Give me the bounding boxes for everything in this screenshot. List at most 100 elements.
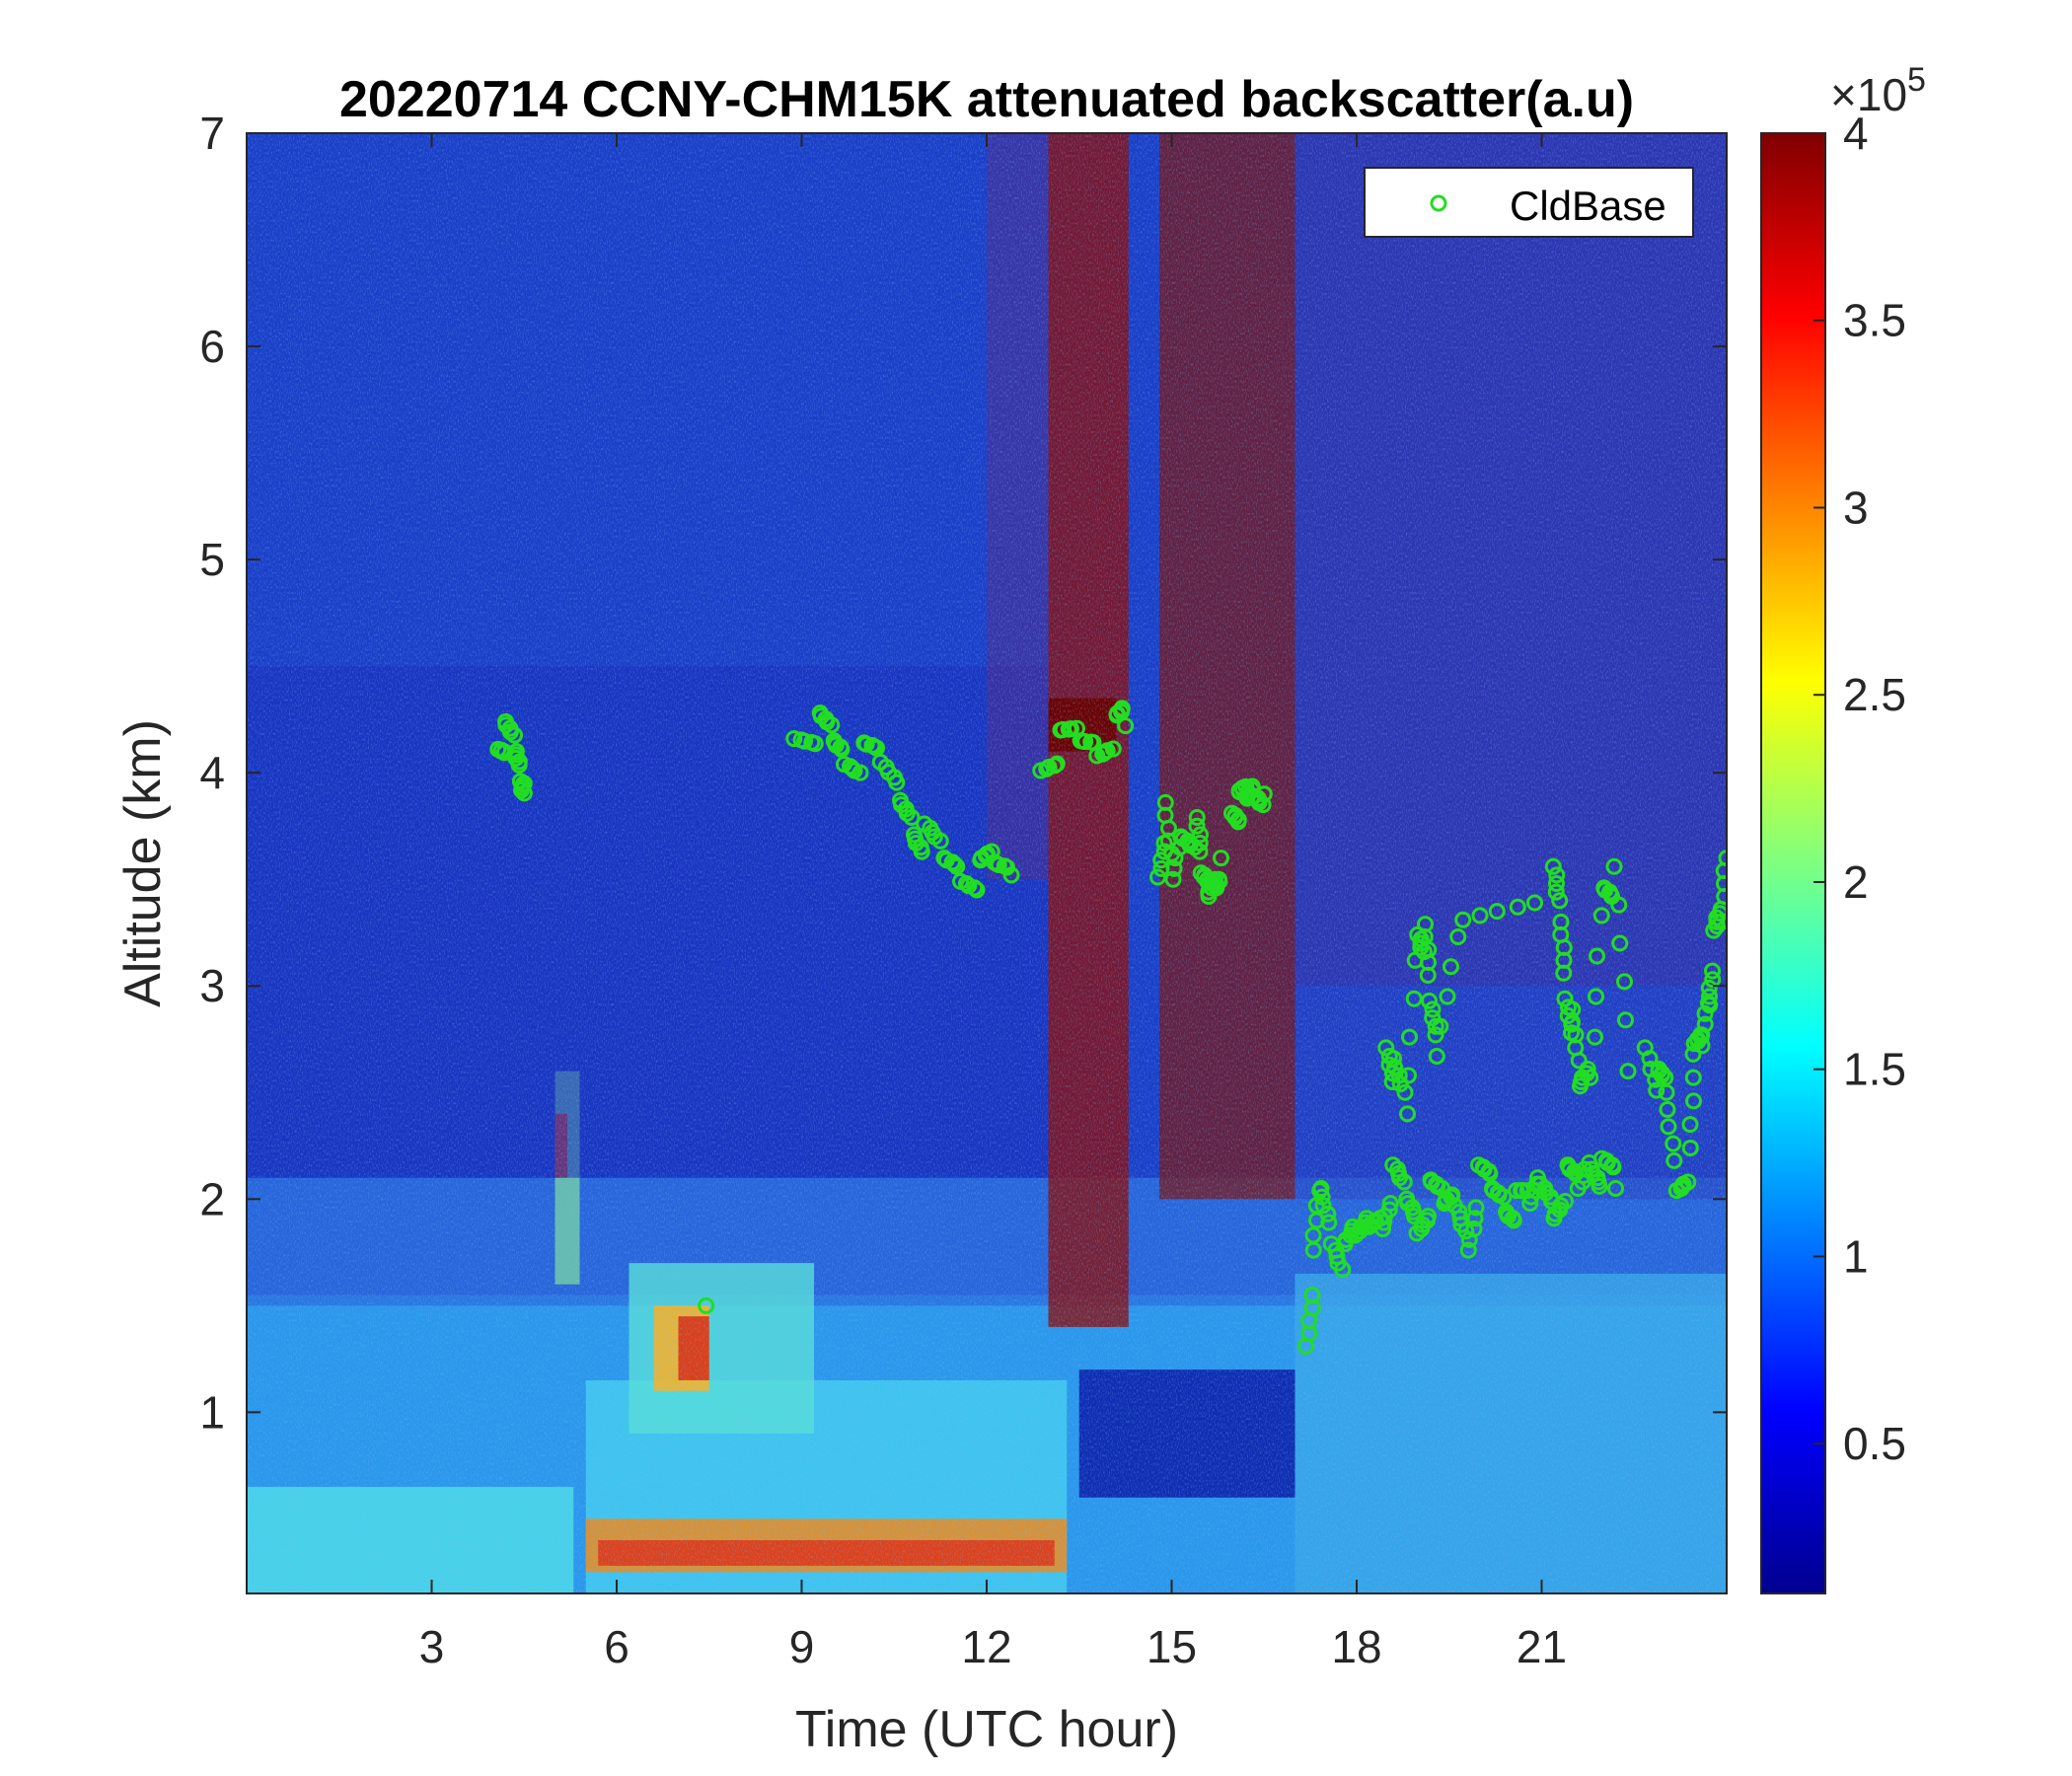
cloud-base-marker	[1320, 1214, 1338, 1231]
cloud-base-marker	[1312, 1179, 1330, 1197]
cloud-base-marker	[1526, 894, 1543, 912]
cloud-base-marker	[515, 784, 533, 802]
cloud-base-marker	[1188, 817, 1206, 835]
y-tick-label: 1	[199, 1386, 225, 1438]
cloud-base-marker	[1443, 958, 1459, 976]
cloud-base-marker	[1587, 1028, 1603, 1046]
cloud-base-marker	[1063, 720, 1079, 738]
cloud-base-marker	[1334, 1261, 1352, 1279]
legend: CldBase	[1364, 167, 1694, 238]
cloud-base-marker	[1619, 1063, 1637, 1080]
cloud-base-marker	[1660, 1118, 1677, 1136]
legend-label: CldBase	[1510, 183, 1666, 229]
cloud-base-marker	[1679, 1173, 1697, 1191]
colorbar-tick-label: 3	[1843, 481, 1869, 533]
colorbar-multiplier: ×105	[1830, 61, 1926, 120]
cloud-base-marker	[1255, 785, 1273, 803]
cloud-base-marker	[1104, 740, 1122, 758]
cloud-base-marker	[1685, 1092, 1702, 1110]
cloud-base-marker	[1454, 911, 1472, 928]
x-tick-label: 15	[1147, 1621, 1197, 1672]
x-axis-ticks: 3 6 9 12 15 18 21	[419, 133, 1567, 1672]
x-tick-label: 21	[1517, 1621, 1567, 1672]
cloud-base-marker	[1547, 883, 1565, 901]
cloud-base-marker	[1117, 717, 1135, 735]
cloud-base-marker	[1188, 809, 1206, 827]
cloud-base-marker	[844, 760, 861, 777]
cloud-base-marker	[943, 853, 961, 871]
cloud-base-marker	[1149, 868, 1166, 886]
cloud-base-marker	[1377, 1039, 1395, 1057]
cloud-base-marker	[1319, 1205, 1337, 1222]
cloud-base-marker	[1505, 1212, 1522, 1229]
cloud-base-marker	[1556, 990, 1574, 1007]
cloud-base-marker	[510, 756, 528, 774]
cloud-base-marker	[931, 832, 949, 850]
cloud-base-marker	[1396, 1083, 1414, 1101]
colorbar-tick-label: 4	[1843, 108, 1869, 159]
legend-box	[1364, 167, 1694, 238]
cloud-base-marker	[1313, 1188, 1331, 1206]
cloud-base-marker	[1164, 870, 1182, 888]
colorbar-tick-label: 1.5	[1843, 1044, 1906, 1095]
cloud-base-marker	[1113, 700, 1131, 717]
plot-area	[247, 133, 1727, 1593]
colorbar-exponent: 5	[1907, 61, 1926, 99]
cloud-base-marker	[1385, 1050, 1402, 1068]
cloud-base-marker	[1658, 1083, 1675, 1101]
x-tick-label: 3	[419, 1621, 445, 1672]
colorbar-tick-label: 2.5	[1843, 669, 1906, 720]
y-axis-label: Altitude (km)	[114, 719, 172, 1007]
cloud-base-marker	[1579, 1060, 1596, 1077]
cloud-base-marker	[806, 735, 824, 753]
cloud-base-marker	[1548, 875, 1565, 893]
cloud-base-marker	[1591, 1177, 1608, 1195]
cloud-base-marker	[1589, 947, 1605, 965]
y-tick-label: 7	[199, 108, 225, 159]
cloud-base-marker	[1693, 1026, 1711, 1044]
cloud-base-marker	[1701, 997, 1719, 1014]
cloud-base-marker	[1648, 1081, 1665, 1099]
cloud-base-marker	[1443, 1186, 1461, 1204]
y-tick-label: 6	[199, 321, 225, 372]
cloud-base-marker	[1611, 934, 1629, 952]
cloud-base-marker	[1701, 988, 1718, 1005]
cloud-base-marker	[1191, 834, 1209, 851]
colorbar-tick-label: 3.5	[1843, 295, 1906, 346]
cloud-base-marker	[1421, 992, 1438, 1009]
cloud-base-marker	[1213, 850, 1229, 867]
cloud-base-marker	[1641, 1050, 1659, 1068]
cloud-base-marker	[1665, 1135, 1682, 1152]
cloud-base-marker	[1509, 898, 1526, 916]
cloud-base-marker	[1684, 1069, 1702, 1086]
legend-marker	[1430, 194, 1447, 212]
chart-title: 20220714 CCNY-CHM15K attenuated backscat…	[339, 71, 1634, 128]
cloud-base-marker	[1399, 1105, 1416, 1123]
cloud-base-marker	[946, 855, 963, 873]
cloud-base-marker	[1424, 1000, 1442, 1018]
cloud-base-marker	[1191, 843, 1209, 860]
cloud-base-marker	[1076, 733, 1094, 751]
cloud-base-marker	[1552, 1197, 1570, 1215]
x-tick-label: 12	[961, 1621, 1011, 1672]
cloud-base-marker	[1467, 1199, 1485, 1217]
cloud-base-marker	[1391, 1169, 1408, 1187]
cloud-base-marker	[1459, 1241, 1477, 1259]
cloud-base-marker	[1449, 928, 1467, 946]
colorbar-ticks: 0.5 1 1.5 2 2.5 3 3.5 4	[1813, 108, 1906, 1469]
cloud-base-marker	[1592, 907, 1610, 925]
y-tick-label: 2	[199, 1173, 225, 1224]
cloud-base-marker	[1605, 857, 1623, 875]
cloud-base-marker	[1704, 971, 1722, 989]
cloud-base-marker	[1548, 866, 1566, 884]
x-tick-label: 18	[1331, 1621, 1381, 1672]
cloud-base-marker	[1314, 1197, 1332, 1215]
cloud-base-marker	[1696, 1015, 1714, 1033]
cloud-base-marker	[1380, 1201, 1398, 1219]
cloud-base-markers	[489, 700, 1727, 1355]
x-axis-label: Time (UTC hour)	[795, 1701, 1178, 1758]
cloud-base-marker	[1588, 988, 1604, 1005]
cloud-base-marker	[913, 843, 930, 860]
cloud-base-marker	[1582, 1069, 1599, 1086]
